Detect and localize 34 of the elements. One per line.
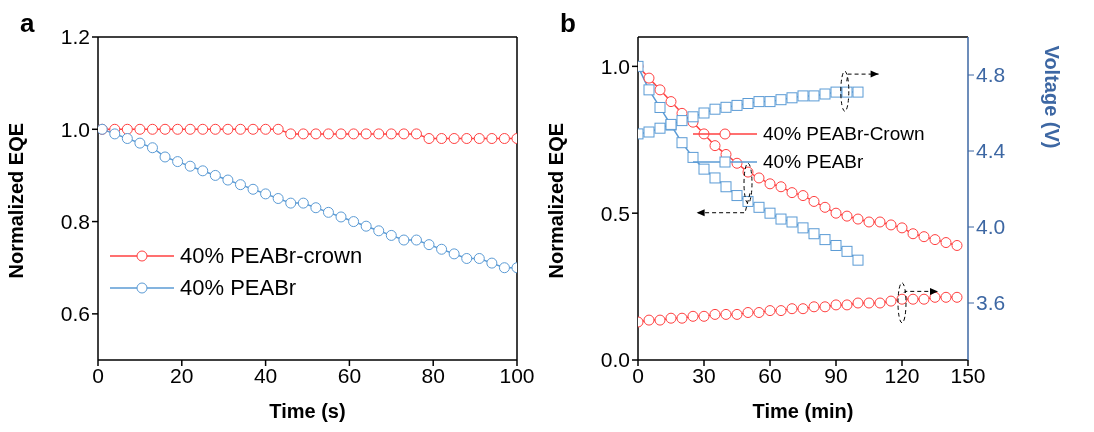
x-tick-label: 100 [499,363,535,387]
y2-tick-label: 3.6 [976,291,1006,315]
y-axis-title: Normalized EQE [545,122,568,279]
y-tick-label: 1.0 [600,54,630,78]
y-tick-label: 1.0 [60,117,90,141]
y-tick-label: 0.0 [600,348,630,372]
x-tick-label: 30 [692,363,716,387]
x-tick-label: 60 [758,363,782,387]
chart-title: b [560,8,576,39]
y-axis-title: Normalized EQE [5,122,28,279]
legend-label: 40% PEABr [763,150,864,173]
y-tick-label: 0.5 [600,201,630,225]
x-tick-label: 0 [632,363,644,387]
y2-tick-label: 4.0 [976,215,1006,239]
chart-title: a [20,8,35,39]
x-tick-label: 120 [884,363,920,387]
x-tick-label: 60 [337,363,362,387]
y2-tick-label: 4.8 [976,63,1006,87]
x-tick-label: 80 [421,363,445,387]
x-tick-label: 150 [950,363,986,387]
y2-axis-title: Voltage (V) [1040,45,1063,149]
y2-tick-label: 4.4 [976,139,1006,163]
legend-label: 40% PEABr-Crown [763,123,925,145]
y-tick-label: 1.2 [60,25,90,49]
x-axis-title: Time (s) [269,400,346,422]
legend-label: 40% PEABr [180,274,297,301]
x-tick-label: 0 [92,363,104,387]
y-tick-label: 0.6 [60,302,90,326]
x-axis-title: Time (min) [752,400,854,422]
x-tick-label: 20 [170,363,194,387]
y-tick-label: 0.8 [60,210,90,234]
legend-label: 40% PEABr-crown [180,242,363,269]
x-tick-label: 40 [253,363,278,387]
x-tick-label: 90 [824,363,848,387]
